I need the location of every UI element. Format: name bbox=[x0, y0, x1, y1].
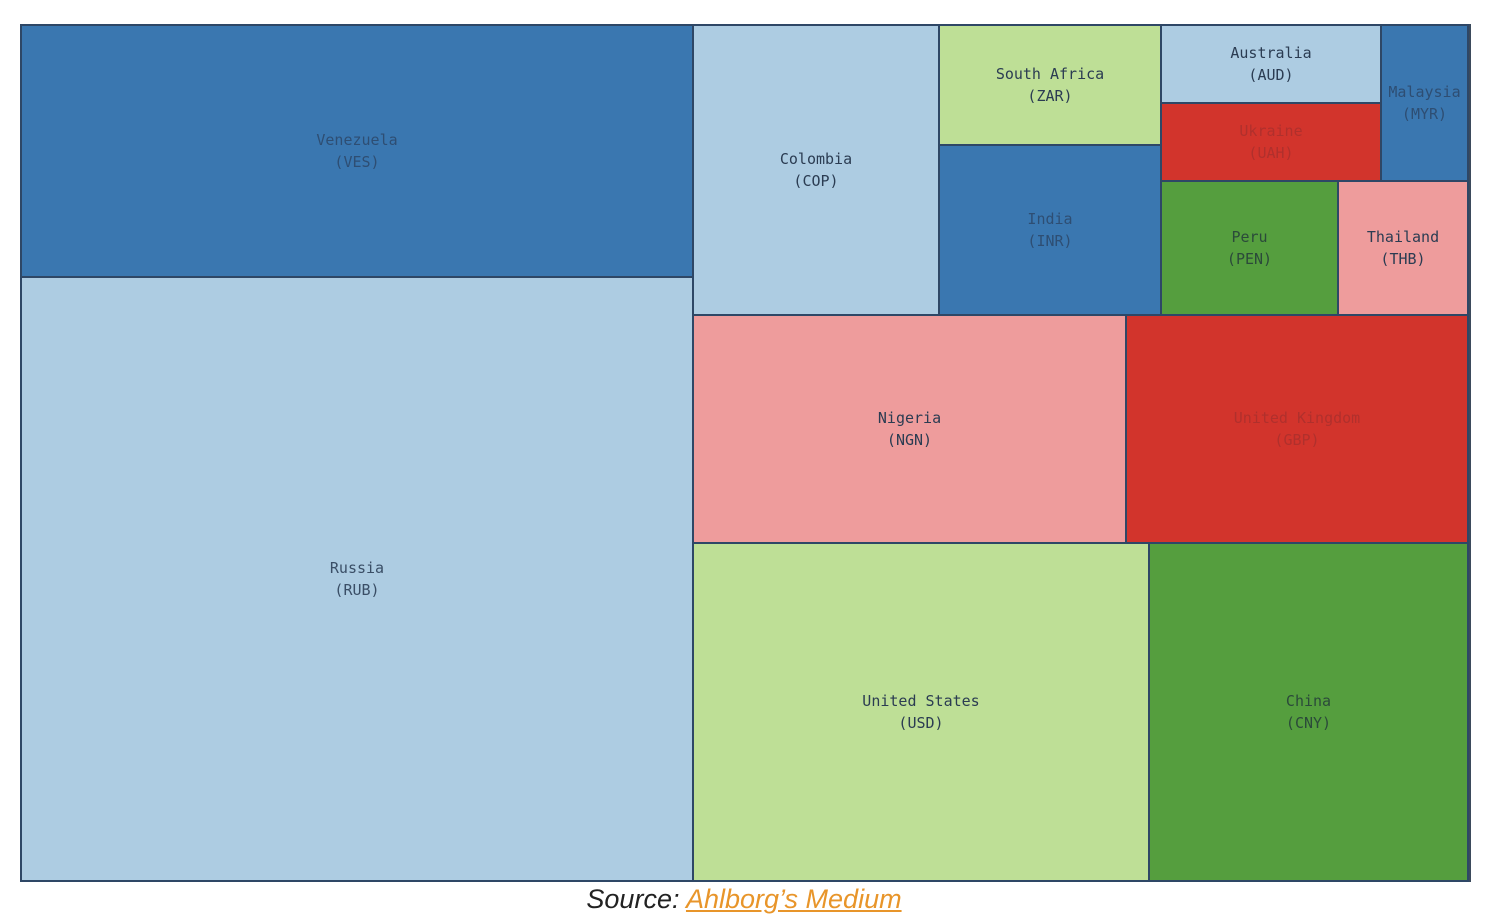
tile-label: United States (USD) bbox=[862, 692, 980, 732]
tile-india[interactable]: India (INR) bbox=[938, 144, 1162, 316]
tile-label: Australia (AUD) bbox=[1230, 44, 1312, 84]
tile-label: Malaysia (MYR) bbox=[1388, 83, 1461, 123]
tile-china[interactable]: China (CNY) bbox=[1148, 542, 1469, 882]
tile-label: Peru (PEN) bbox=[1226, 228, 1273, 268]
tile-label: South Africa (ZAR) bbox=[995, 65, 1105, 105]
tile-united-kingdom[interactable]: United Kingdom (GBP) bbox=[1125, 314, 1469, 544]
tile-label: Venezuela (VES) bbox=[316, 131, 398, 171]
tile-south-africa[interactable]: South Africa (ZAR) bbox=[938, 24, 1162, 146]
tile-peru[interactable]: Peru (PEN) bbox=[1160, 180, 1339, 316]
caption-prefix: Source: bbox=[586, 884, 686, 914]
tile-colombia[interactable]: Colombia (COP) bbox=[692, 24, 940, 316]
tile-label: China (CNY) bbox=[1285, 692, 1332, 732]
tile-thailand[interactable]: Thailand (THB) bbox=[1337, 180, 1469, 316]
tile-venezuela[interactable]: Venezuela (VES) bbox=[20, 24, 694, 278]
tile-label: India (INR) bbox=[1027, 210, 1073, 250]
source-caption: Source: Ahlborg’s Medium bbox=[0, 884, 1488, 915]
tile-label: Russia (RUB) bbox=[329, 559, 385, 599]
treemap-chart: Venezuela (VES) Russia (RUB) Colombia (C… bbox=[20, 24, 1471, 882]
tile-label: Colombia (COP) bbox=[779, 150, 853, 190]
tile-label: Thailand (THB) bbox=[1366, 228, 1440, 268]
tile-ukraine[interactable]: Ukraine (UAH) bbox=[1160, 102, 1382, 182]
source-link[interactable]: Ahlborg’s Medium bbox=[685, 884, 902, 914]
tile-nigeria[interactable]: Nigeria (NGN) bbox=[692, 314, 1127, 544]
tile-label: Nigeria (NGN) bbox=[877, 409, 942, 449]
tile-united-states[interactable]: United States (USD) bbox=[692, 542, 1150, 882]
tile-australia[interactable]: Australia (AUD) bbox=[1160, 24, 1382, 104]
tile-malaysia[interactable]: Malaysia (MYR) bbox=[1380, 24, 1469, 182]
tile-label: Ukraine (UAH) bbox=[1239, 122, 1303, 162]
tile-russia[interactable]: Russia (RUB) bbox=[20, 276, 694, 882]
tile-label: United Kingdom (GBP) bbox=[1233, 409, 1361, 449]
